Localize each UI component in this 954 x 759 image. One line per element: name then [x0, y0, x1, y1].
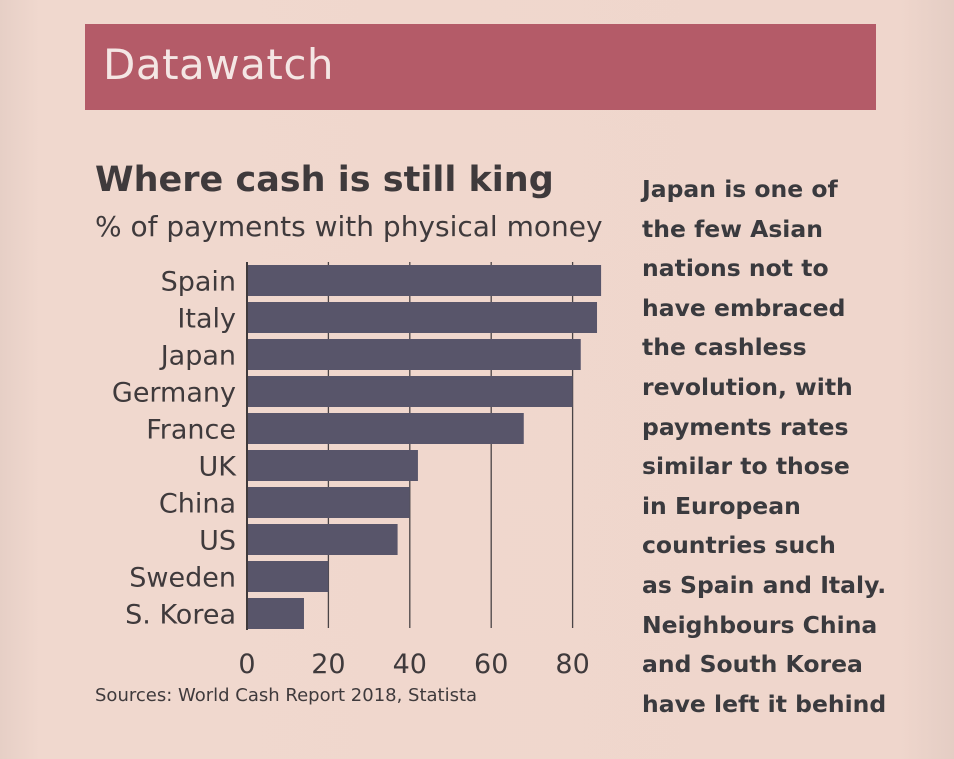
category-label: Sweden — [129, 563, 236, 594]
bar — [247, 524, 398, 555]
side-line: payments rates — [642, 412, 849, 441]
side-line: the cashless — [642, 333, 807, 362]
bar — [247, 413, 524, 444]
bar — [247, 598, 304, 629]
side-line: similar to those — [642, 452, 850, 481]
side-line: countries such — [642, 531, 836, 560]
bar — [247, 339, 581, 370]
side-line: in European — [642, 491, 801, 520]
bar — [247, 487, 410, 518]
side-line: revolution, with — [642, 372, 853, 401]
x-tick-label: 20 — [311, 649, 345, 680]
category-label: China — [159, 489, 236, 520]
category-label: France — [146, 415, 236, 446]
x-tick-label: 60 — [474, 649, 508, 680]
side-line: and South Korea — [642, 650, 863, 679]
source-note: Sources: World Cash Report 2018, Statist… — [95, 685, 478, 706]
bar — [247, 561, 329, 592]
chart-subtitle: % of payments with physical money — [95, 210, 603, 243]
bar — [247, 302, 598, 333]
side-line: have left it behind — [642, 689, 887, 718]
x-tick-label: 40 — [393, 649, 427, 680]
banner-title: Datawatch — [103, 40, 335, 89]
side-line: nations not to — [642, 254, 829, 283]
bar — [247, 376, 573, 407]
category-label: UK — [199, 452, 238, 483]
side-commentary: Japan is one of the few Asian nations no… — [642, 170, 887, 724]
bar — [247, 450, 418, 481]
category-label: Italy — [177, 304, 236, 335]
chart-title: Where cash is still king — [95, 160, 554, 200]
x-tick-label: 80 — [555, 649, 589, 680]
side-line: as Spain and Italy. — [642, 570, 887, 599]
side-line: the few Asian — [642, 214, 823, 243]
x-tick-label: 0 — [238, 649, 255, 680]
category-label: S. Korea — [125, 600, 236, 631]
category-label: US — [199, 526, 236, 557]
bar — [247, 265, 602, 296]
category-label: Spain — [161, 267, 236, 298]
category-label: Japan — [159, 341, 236, 372]
side-line: Japan is one of — [642, 175, 838, 203]
side-line: Neighbours China — [642, 610, 878, 639]
category-label: Germany — [112, 378, 236, 409]
section-banner: Datawatch — [85, 24, 876, 110]
side-line: have embraced — [642, 293, 846, 322]
